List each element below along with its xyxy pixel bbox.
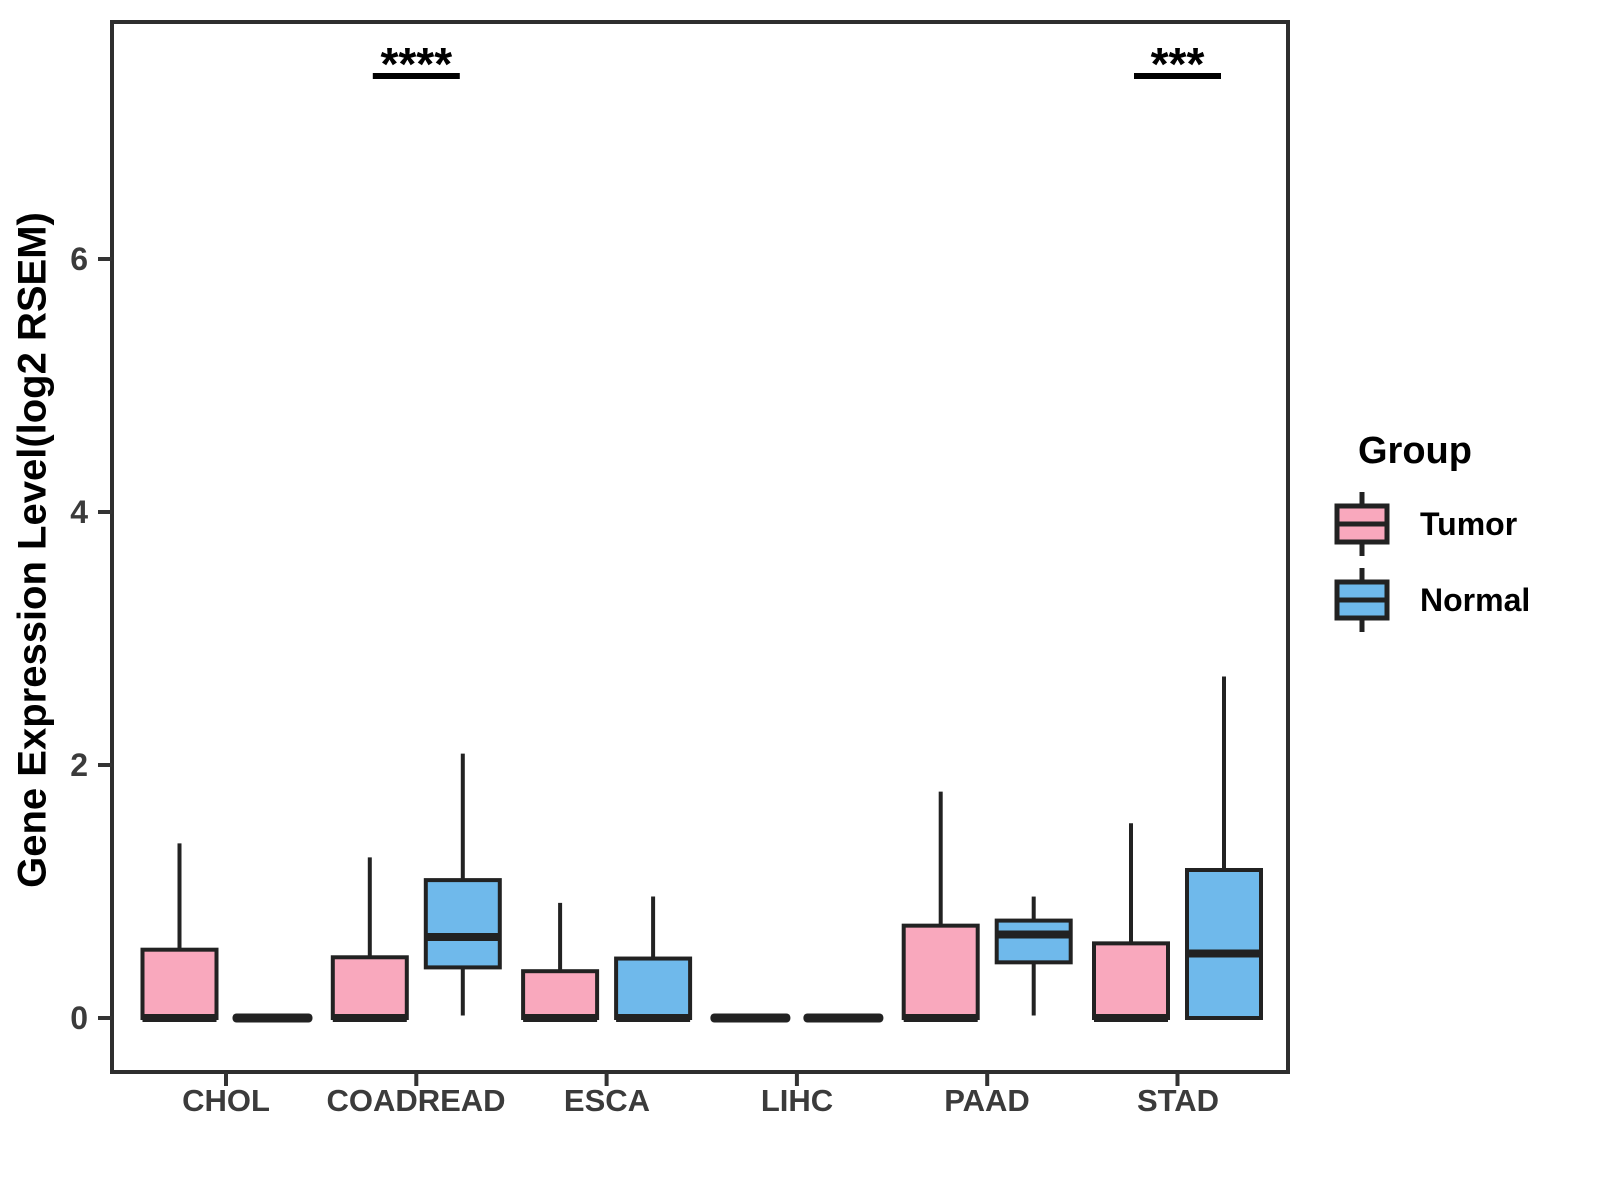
normal-box-coadread	[423, 878, 502, 970]
x-tick-label-esca: ESCA	[563, 1083, 651, 1118]
legend-label-normal: Normal	[1420, 581, 1531, 618]
x-tick-label-coadread: COADREAD	[326, 1083, 506, 1118]
legend-label-tumor: Tumor	[1420, 505, 1518, 542]
x-tick-label-stad: STAD	[1136, 1083, 1220, 1118]
panel-border	[110, 20, 1290, 1074]
significance-stars: ***	[1151, 38, 1205, 90]
y-tick-label-2: 2	[70, 747, 88, 783]
tumor-box-chol	[140, 947, 219, 1020]
legend-item-normal: Normal	[1330, 565, 1590, 635]
normal-boxplot-key-icon	[1334, 568, 1390, 632]
normal-box-chol	[232, 1013, 313, 1023]
significance-stars: ****	[380, 38, 452, 90]
x-tick-label-lihc: LIHC	[760, 1083, 834, 1118]
legend-title: Group	[1358, 430, 1472, 472]
legend: Group Tumor Normal	[1330, 430, 1590, 641]
y-tick-label-6: 6	[70, 241, 88, 277]
normal-box-paad	[994, 918, 1073, 965]
y-tick-label-0: 0	[70, 1000, 88, 1036]
tumor-box-paad	[901, 923, 980, 1021]
tumor-box-coadread	[330, 955, 409, 1021]
tumor-box-stad	[1092, 941, 1170, 1020]
x-tick-label-paad: PAAD	[944, 1083, 1030, 1118]
normal-box-stad	[1185, 867, 1263, 1020]
y-axis-title: Gene Expression Level(log2 RSEM)	[10, 212, 55, 888]
tumor-boxplot-key-icon	[1334, 492, 1390, 556]
tumor-box-esca	[521, 969, 600, 1021]
legend-item-tumor: Tumor	[1330, 489, 1590, 559]
x-tick-label-chol: CHOL	[182, 1083, 270, 1118]
normal-box-esca	[614, 956, 693, 1020]
normal-box-lihc	[803, 1013, 884, 1023]
y-tick-label-4: 4	[70, 494, 88, 530]
tumor-box-lihc	[710, 1013, 791, 1023]
